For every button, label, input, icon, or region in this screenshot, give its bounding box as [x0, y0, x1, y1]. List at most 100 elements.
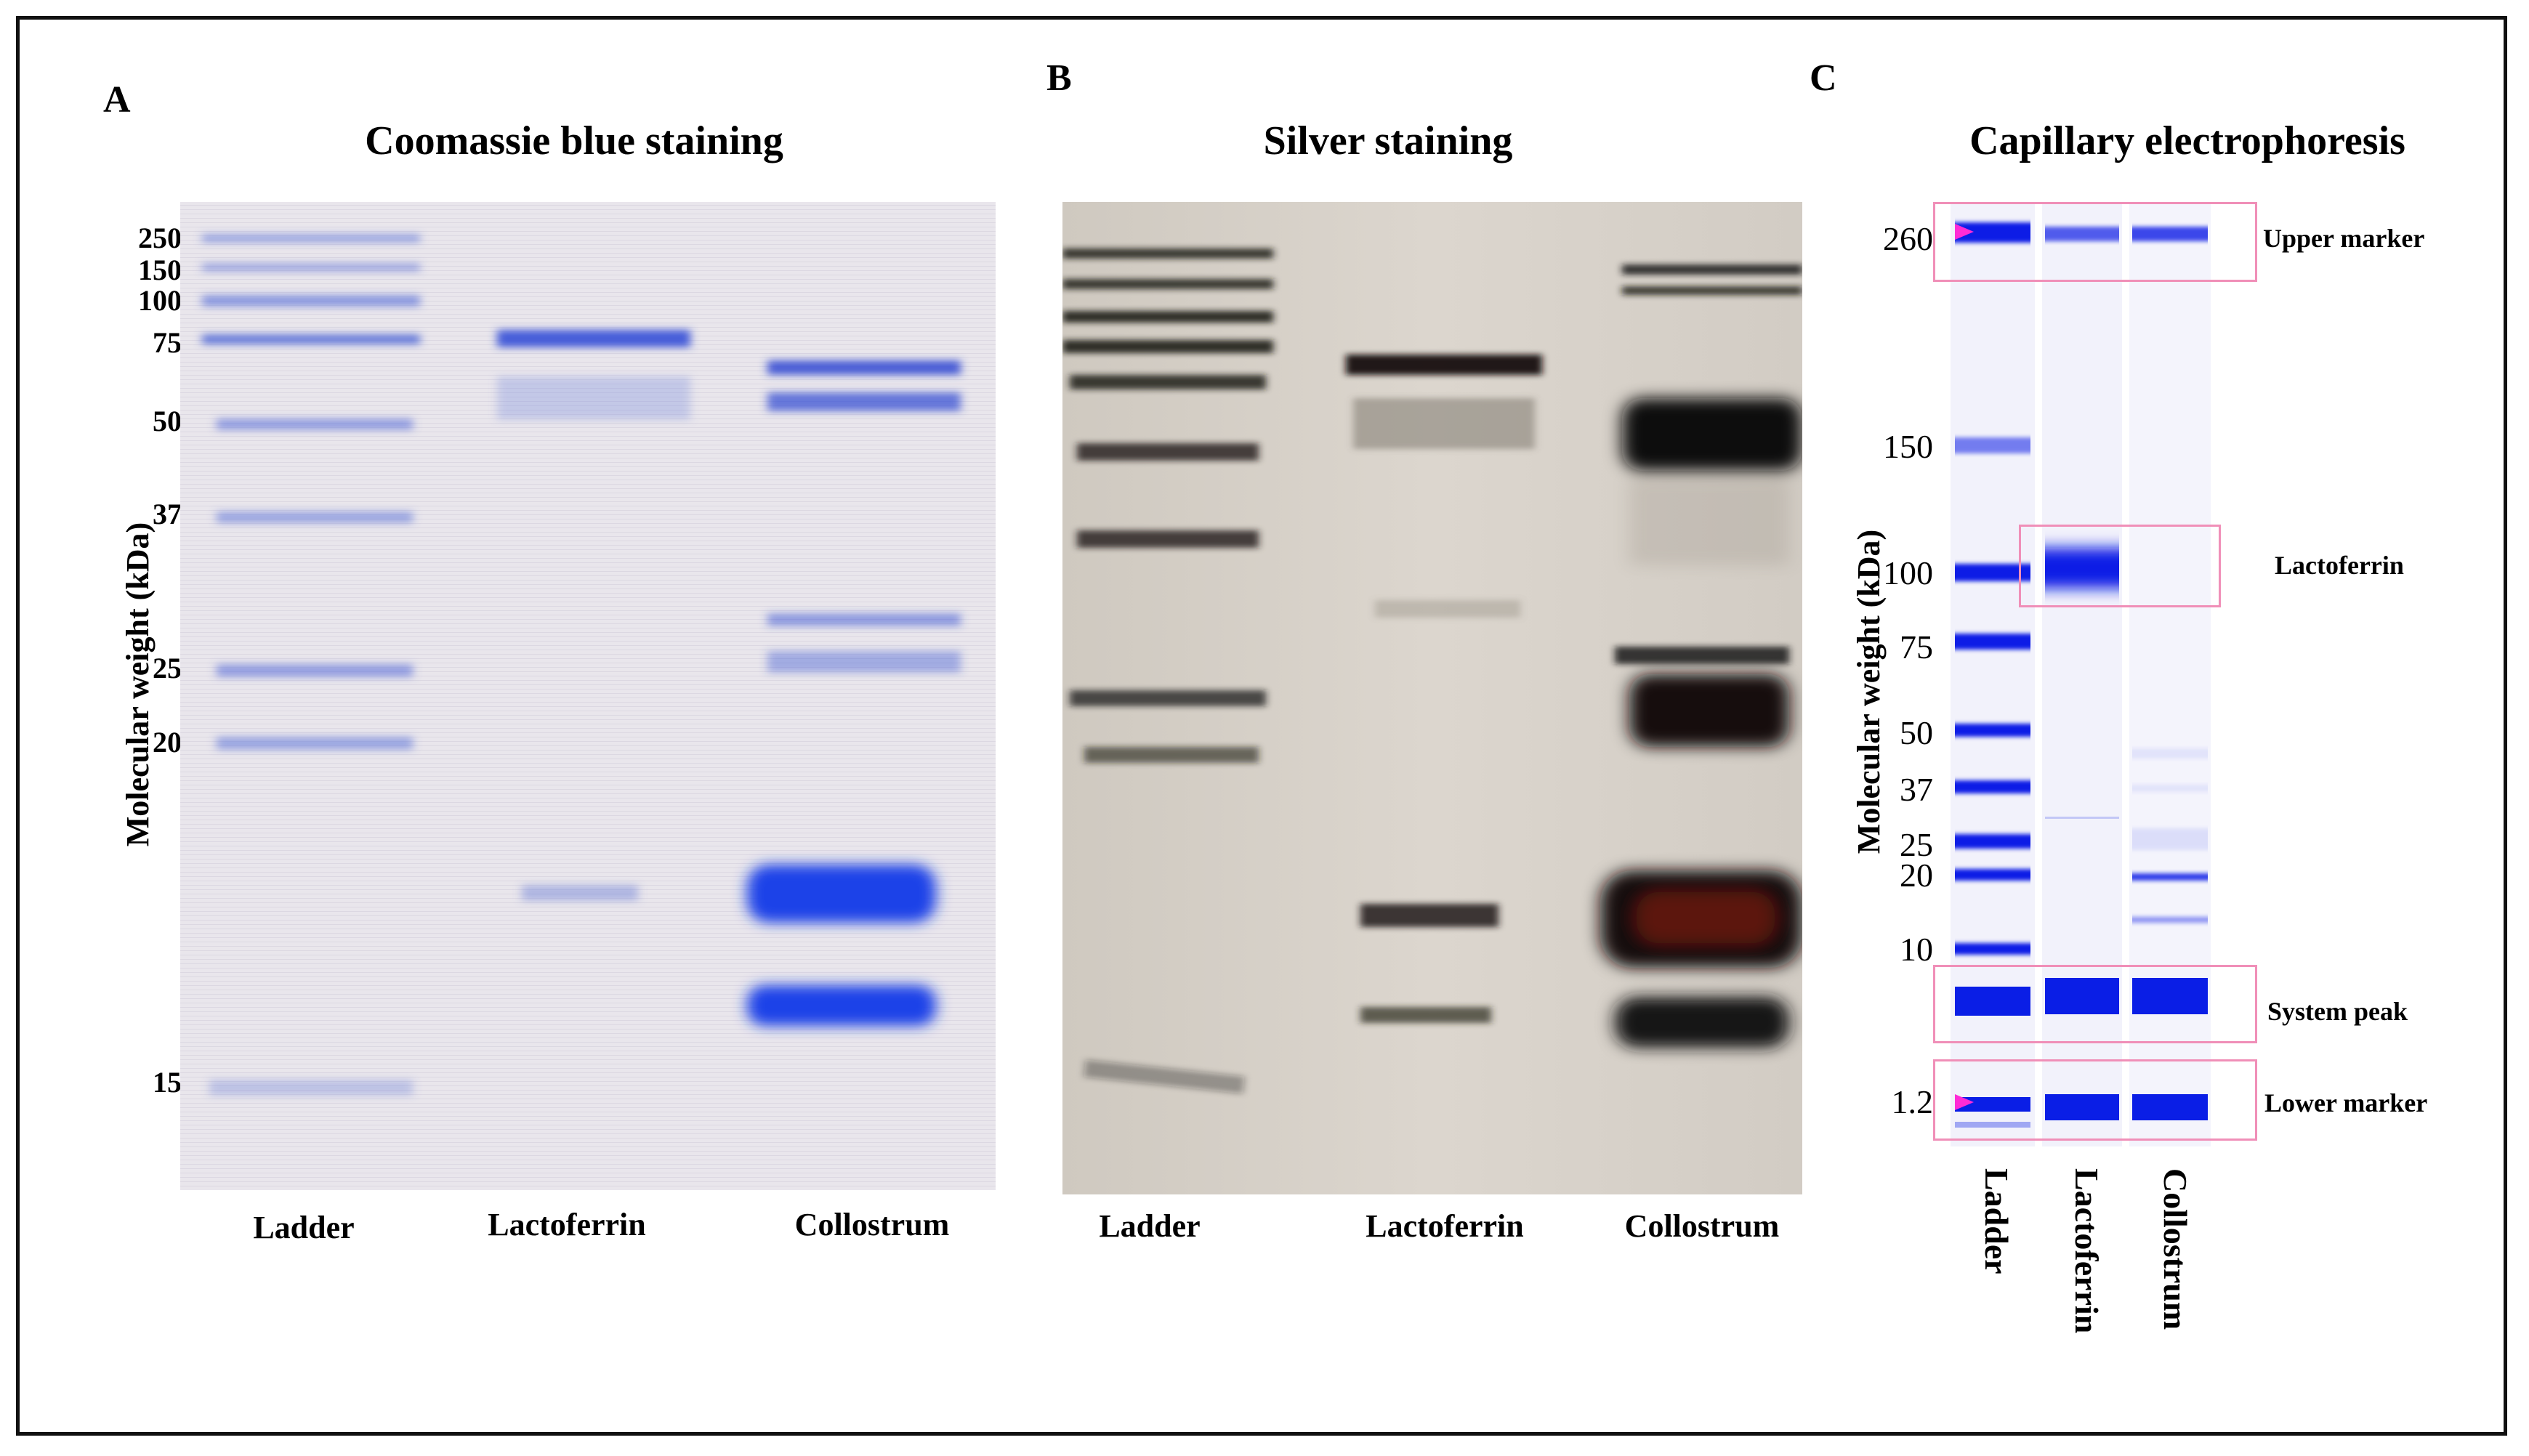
ce-upper-marker-flag-icon [1955, 224, 1974, 240]
coomassie-collostrum-band-5 [747, 865, 936, 923]
panel-c-lane-lactoferrin: Lactoferrin [2068, 1168, 2105, 1334]
silver-collostrum-band-1 [1622, 264, 1802, 275]
coomassie-ladder-band-15 [209, 1080, 413, 1096]
silver-ladder-band-9 [1084, 747, 1259, 763]
silver-collostrum-band-7 [1615, 997, 1789, 1048]
ce-ladder-system-peak [1955, 987, 2030, 1016]
ce-lactoferrin-band-1-2 [2045, 1094, 2119, 1120]
panel-c-tick-260: 260 [1883, 220, 1933, 257]
ce-ladder-band-100 [1955, 564, 2030, 581]
silver-ladder-lane [1062, 248, 1273, 1094]
ce-collostrum-lane [2132, 227, 2208, 1120]
panel-a-tick-150: 150 [138, 254, 182, 286]
silver-lactoferrin-band-low [1360, 904, 1499, 927]
coomassie-ladder-band-20 [217, 737, 413, 750]
panel-b-letter: B [1046, 57, 1072, 99]
ce-ladder-band-150 [1955, 437, 2030, 453]
callout-lactoferrin: Lactoferrin [2275, 551, 2404, 580]
panel-c-letter: C [1810, 57, 1837, 99]
coomassie-lactoferrin-band-main [497, 330, 690, 347]
silver-collostrum-band-4 [1615, 647, 1789, 664]
panel-c-tick-20: 20 [1900, 857, 1933, 894]
panel-a-tick-37: 37 [153, 498, 182, 530]
ce-lactoferrin-band-faint [2045, 817, 2119, 819]
ce-ladder-band-50 [1955, 724, 2030, 737]
panel-a-tick-20: 20 [153, 726, 182, 759]
silver-lactoferrin-band-main [1346, 355, 1542, 375]
silver-collostrum-band-3 [1622, 398, 1802, 471]
silver-ladder-band-2 [1062, 279, 1273, 289]
panel-a-ylabel: Molecular weight (kDa) [120, 522, 156, 847]
coomassie-ladder-band-50 [217, 418, 413, 430]
ce-ladder-band-25 [1955, 834, 2030, 849]
coomassie-collostrum-band-1 [767, 360, 961, 375]
callout-upper-marker: Upper marker [2263, 224, 2425, 253]
callout-system-peak: System peak [2267, 997, 2408, 1026]
figure-frame [16, 16, 2507, 1436]
silver-ladder-band-3 [1062, 311, 1273, 323]
coomassie-ladder-band-25 [217, 664, 413, 677]
silver-collostrum-lane [1600, 264, 1802, 1048]
ce-collostrum-band-260 [2132, 227, 2208, 241]
panel-c-lane-collostrum: Collostrum [2157, 1168, 2194, 1330]
coomassie-ladder-band-100 [202, 295, 420, 307]
panel-b-title: Silver staining [1263, 118, 1513, 163]
silver-ladder-band-5 [1070, 375, 1266, 389]
panel-a-tick-50: 50 [153, 405, 182, 437]
ce-lactoferrin-band-main [2045, 548, 2119, 589]
ce-ladder-band-75 [1955, 634, 2030, 650]
coomassie-ladder-band-250 [202, 234, 420, 243]
panel-a-lane-collostrum: Collostrum [794, 1207, 950, 1242]
coomassie-collostrum-band-2 [767, 392, 961, 411]
panel-c-tick-25: 25 [1900, 826, 1933, 863]
ce-ladder-band-bottom [1955, 1122, 2030, 1128]
panel-a-tick-100: 100 [138, 284, 182, 317]
panel-c-tick-100: 100 [1883, 554, 1933, 591]
lactoferrin-box [2019, 525, 2221, 607]
panel-c-tick-50: 50 [1900, 714, 1933, 751]
silver-ladder-band-7 [1077, 530, 1259, 548]
panel-b-lane-lactoferrin: Lactoferrin [1366, 1208, 1524, 1244]
silver-lactoferrin-smear [1353, 398, 1535, 449]
panel-a-tick-25: 25 [153, 652, 182, 684]
panel-a-tick-250: 250 [138, 222, 182, 254]
coomassie-collostrum-band-3 [767, 613, 961, 626]
ce-lactoferrin-lane [2045, 227, 2119, 1120]
panel-c-title: Capillary electrophoresis [1969, 118, 2405, 163]
coomassie-background [180, 202, 996, 1190]
lower-marker-box [1933, 1059, 2257, 1141]
silver-lactoferrin-lane [1346, 355, 1542, 1023]
ce-collostrum-system-peak [2132, 978, 2208, 1014]
silver-lactoferrin-band-lowest [1360, 1007, 1491, 1023]
ce-lactoferrin-system-peak [2045, 978, 2119, 1014]
coomassie-collostrum-band-6 [747, 985, 936, 1026]
panel-c-tick-37: 37 [1900, 771, 1933, 808]
system-peak-box [1933, 965, 2257, 1043]
ce-ladder-band-1-2 [1955, 1097, 2030, 1112]
ce-ladder-band-10 [1955, 943, 2030, 955]
silver-ladder-band-10 [1084, 1059, 1245, 1094]
coomassie-gel [180, 202, 996, 1190]
ce-collostrum-band-faint-3 [2132, 828, 2208, 850]
ce-collostrum-band-20 [2132, 873, 2208, 881]
panel-a-tick-15: 15 [153, 1066, 182, 1099]
coomassie-ladder-lane [202, 234, 420, 1096]
silver-collostrum-smear [1629, 478, 1789, 565]
ce-lower-marker-flag-icon [1955, 1094, 1974, 1110]
callout-lower-marker: Lower marker [2264, 1088, 2428, 1117]
ce-ladder-band-20 [1955, 869, 2030, 881]
coomassie-collostrum-band-4 [767, 651, 961, 673]
ce-ladder-lane [1955, 222, 2030, 1128]
silver-ladder-band-8 [1070, 690, 1266, 706]
ce-collostrum-band-faint-2 [2132, 785, 2208, 792]
silver-gel [1062, 202, 1802, 1194]
panel-a-lane-ladder: Ladder [253, 1210, 355, 1245]
silver-ladder-band-4 [1062, 340, 1273, 353]
panel-a-title: Coomassie blue staining [365, 118, 783, 163]
panel-c-tick-150: 150 [1883, 428, 1933, 465]
panel-c-lane-ladder: Ladder [1978, 1168, 2015, 1274]
ce-lactoferrin-band-260 [2045, 227, 2119, 241]
silver-ladder-band-1 [1062, 248, 1273, 259]
capillary-electropherogram [1933, 202, 2340, 1146]
